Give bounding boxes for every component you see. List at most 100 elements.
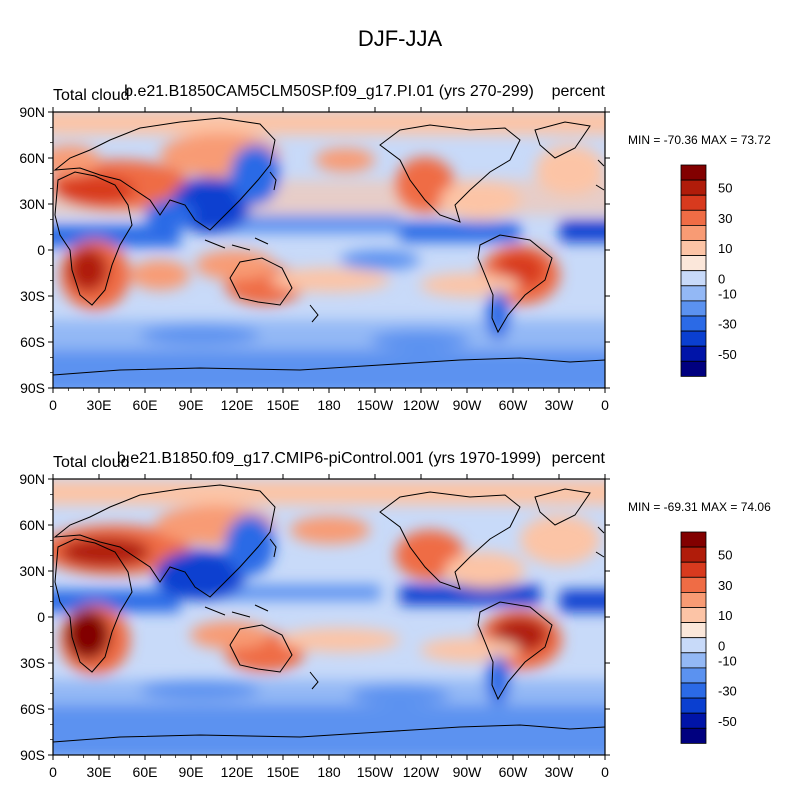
lon-label: 150W [357, 397, 394, 413]
panel-2-colorbar: 50 30 10 0-10 -30 -50 [680, 531, 737, 744]
colorbar-swatch [680, 255, 707, 272]
colorbar-label: 30 [718, 578, 732, 593]
colorbar-label: -30 [718, 684, 737, 699]
panel-1-colorbar: 50 30 10 0-10 -30 -50 [680, 164, 737, 377]
colorbar-swatch [680, 667, 707, 684]
lon-label: 60E [133, 764, 158, 780]
lon-label: 120E [221, 397, 254, 413]
colorbar-swatch [680, 330, 707, 347]
colorbar-swatch [680, 712, 707, 729]
colorbar-label: -50 [718, 347, 737, 362]
lon-label: 120E [221, 764, 254, 780]
colorbar-swatch [680, 345, 707, 362]
lon-label: 0 [49, 397, 57, 413]
lon-label: 30W [545, 397, 575, 413]
lon-label: 90W [453, 764, 483, 780]
colorbar-swatch [680, 209, 707, 226]
lat-label: 90S [20, 380, 45, 396]
colorbar-swatch [680, 592, 707, 608]
lon-label: 60W [499, 397, 529, 413]
panel-1-field [53, 112, 605, 388]
colorbar-swatch [680, 300, 707, 317]
lat-label: 60N [19, 150, 45, 166]
lat-label: 60N [19, 517, 45, 533]
colorbar-swatch [680, 561, 707, 578]
panel-1-min-max: MIN = -70.36 MAX = 73.72 [628, 133, 771, 147]
colorbar-swatch [680, 270, 707, 287]
panel-2-field [53, 479, 605, 755]
lon-label: 120W [403, 397, 440, 413]
colorbar-swatch [680, 727, 707, 744]
colorbar-label: 0 [718, 271, 725, 286]
lat-label: 60S [20, 334, 45, 350]
panel-2-min-max: MIN = -69.31 MAX = 74.06 [628, 500, 771, 514]
colorbar-swatch [680, 285, 707, 302]
lat-label: 0 [37, 242, 45, 258]
lon-label: 30E [87, 764, 112, 780]
colorbar-swatch [680, 652, 707, 669]
lon-label: 150E [267, 397, 300, 413]
colorbar-label: 0 [718, 638, 725, 653]
colorbar-label: 10 [718, 241, 732, 256]
panel-1-variable: Total cloud [53, 87, 130, 104]
lon-label: 180 [317, 764, 341, 780]
lon-label: 90E [179, 764, 204, 780]
panel-1-units: percent [552, 83, 606, 100]
colorbar-swatch [680, 240, 707, 257]
panel-1-case: b.e21.B1850CAM5CLM50SP.f09_g17.PI.01 (yr… [124, 83, 534, 100]
lon-label: 30W [545, 764, 575, 780]
colorbar-swatch [680, 697, 707, 714]
colorbar-label: 50 [718, 548, 732, 563]
lat-label: 90N [19, 471, 45, 487]
colorbar-label: -30 [718, 317, 737, 332]
colorbar-label: 30 [718, 211, 732, 226]
lat-label: 30S [20, 655, 45, 671]
lat-label: 60S [20, 701, 45, 717]
panel-2-units: percent [552, 450, 606, 467]
colorbar-label: -10 [718, 653, 737, 668]
colorbar-swatch [680, 607, 707, 624]
colorbar-label: 10 [718, 608, 732, 623]
lon-label: 90E [179, 397, 204, 413]
colorbar-swatch [680, 194, 707, 211]
lat-label: 30N [19, 563, 45, 579]
lat-label: 90N [19, 104, 45, 120]
lat-label: 0 [37, 609, 45, 625]
lon-label: 90W [453, 397, 483, 413]
colorbar-swatch [680, 179, 707, 196]
colorbar-swatch [680, 360, 707, 377]
lon-label: 150W [357, 764, 394, 780]
colorbar-swatch [680, 315, 707, 332]
lon-label: 60W [499, 764, 529, 780]
colorbar-label: -10 [718, 286, 737, 301]
colorbar-swatch [680, 224, 707, 241]
colorbar-swatch [680, 164, 707, 181]
lon-label: 120W [403, 764, 440, 780]
map-panel-1: Total cloud b.e21.B1850CAM5CLM50SP.f09_g… [19, 83, 771, 413]
lat-label: 90S [20, 747, 45, 763]
colorbar-swatch [680, 637, 707, 654]
panel-2-variable: Total cloud [53, 454, 130, 471]
colorbar-label: 50 [718, 181, 732, 196]
lon-label: 60E [133, 397, 158, 413]
lat-label: 30S [20, 288, 45, 304]
lon-label: 0 [601, 764, 609, 780]
figure-title: DJF-JJA [358, 26, 443, 51]
colorbar-swatch [680, 622, 707, 639]
map-panel-2: Total cloud b.e21.B1850.f09_g17.CMIP6-pi… [19, 450, 771, 780]
lon-label: 0 [601, 397, 609, 413]
panel-2-case: b.e21.B1850.f09_g17.CMIP6-piControl.001 … [117, 450, 541, 467]
colorbar-swatch [680, 682, 707, 699]
lon-label: 180 [317, 397, 341, 413]
lat-label: 30N [19, 196, 45, 212]
lon-label: 0 [49, 764, 57, 780]
colorbar-swatch [680, 576, 707, 593]
lon-label: 150E [267, 764, 300, 780]
colorbar-swatch [680, 531, 707, 548]
colorbar-label: -50 [718, 714, 737, 729]
colorbar-swatch [680, 546, 707, 563]
lon-label: 30E [87, 397, 112, 413]
